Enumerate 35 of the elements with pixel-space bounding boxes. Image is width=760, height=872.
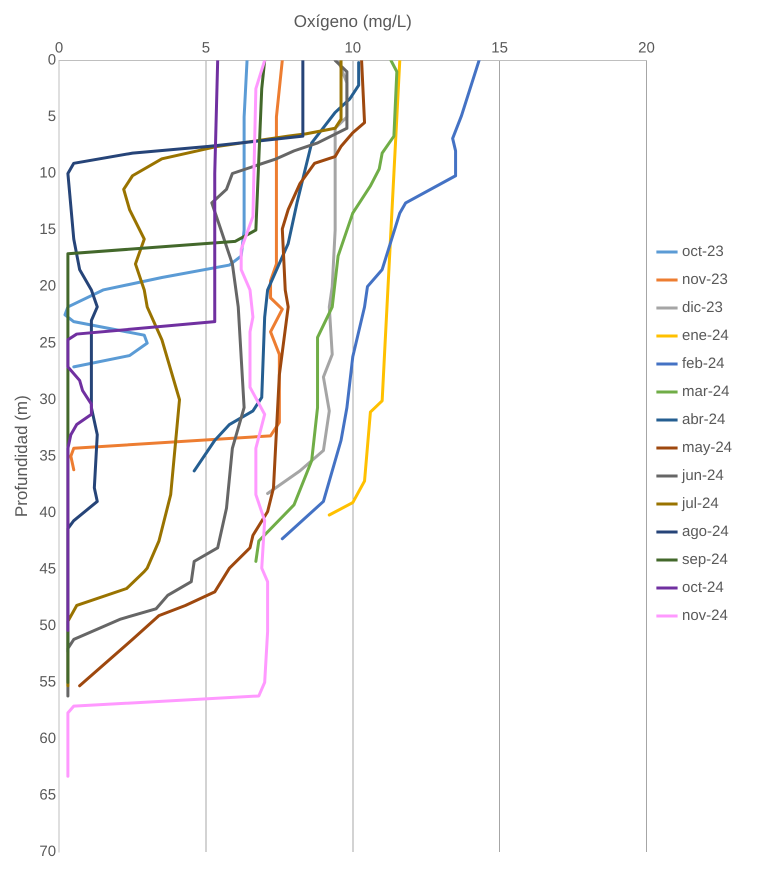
y-axis-title: Profundidad (m) [12,395,31,518]
legend-label: jul-24 [680,495,719,512]
y-tick-label: 5 [48,108,56,126]
legend-label: nov-24 [682,607,728,624]
y-tick-label: 70 [39,843,56,860]
legend-label: oct-23 [682,243,724,260]
legend-label: ago-24 [682,523,729,540]
y-tick-label: 15 [39,221,56,238]
y-tick-label: 10 [39,164,56,182]
y-tick-label: 45 [39,560,56,578]
y-tick-label: 25 [39,334,56,352]
y-tick-label: 40 [39,504,56,521]
y-tick-label: 50 [39,616,56,634]
x-tick-label: 5 [202,40,210,57]
x-tick-label: 15 [491,40,508,57]
x-axis-title: Oxígeno (mg/L) [294,12,412,31]
y-tick-label: 30 [39,390,56,408]
legend-label: dic-23 [682,299,723,316]
y-tick-label: 65 [39,786,56,804]
legend-label: jun-24 [680,467,724,484]
x-tick-label: 20 [638,40,655,57]
y-tick-label: 60 [39,730,56,748]
legend-label: mar-24 [682,383,730,400]
legend-label: may-24 [682,439,732,456]
y-tick-label: 20 [39,278,56,295]
legend-label: feb-24 [682,355,725,372]
legend-label: sep-24 [682,551,728,568]
y-tick-label: 35 [39,447,56,464]
x-tick-label: 10 [344,40,362,57]
legend-label: oct-24 [682,579,724,596]
y-tick-label: 0 [48,52,56,69]
legend-label: abr-24 [682,411,726,428]
legend-label: nov-23 [682,271,728,288]
legend-label: ene-24 [682,327,729,344]
y-tick-label: 55 [39,674,56,691]
